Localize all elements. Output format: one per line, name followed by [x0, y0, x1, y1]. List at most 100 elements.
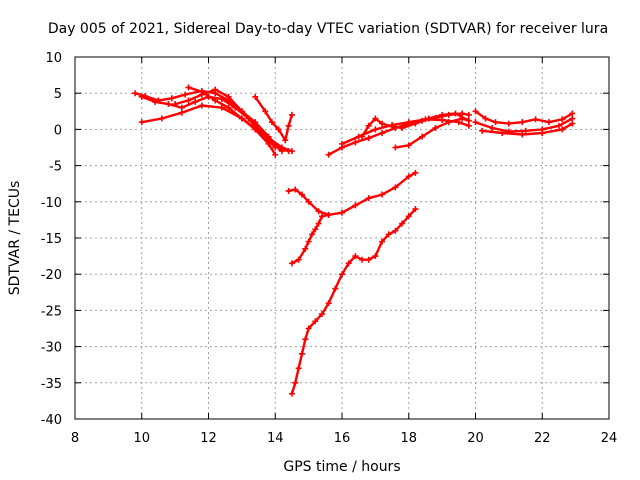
data-point [405, 142, 412, 149]
series-arc-6 [252, 93, 295, 144]
data-point [288, 390, 295, 397]
data-point [445, 119, 452, 126]
data-point [569, 120, 576, 127]
data-point [339, 271, 345, 278]
data-point [138, 93, 145, 100]
data-point [569, 115, 576, 122]
data-point [158, 115, 165, 122]
data-point [305, 198, 312, 205]
data-point [302, 245, 309, 252]
data-point [519, 119, 526, 126]
data-point [519, 131, 526, 138]
data-point [312, 226, 319, 233]
data-point [465, 117, 472, 124]
data-point [252, 93, 259, 100]
data-point [492, 119, 499, 126]
data-point [479, 127, 486, 134]
y-tick-label: -30 [41, 341, 62, 356]
series-arc-12 [472, 115, 576, 135]
data-point [182, 91, 189, 98]
data-point [392, 227, 399, 234]
data-point [399, 124, 406, 131]
series-arc-11 [472, 108, 576, 127]
data-point [198, 102, 205, 109]
data-point [522, 127, 529, 134]
data-point [218, 95, 225, 102]
data-point [505, 120, 512, 127]
data-point [559, 126, 566, 133]
x-tick-label: 24 [601, 431, 618, 446]
series-line [187, 86, 277, 156]
y-tick-label: -20 [41, 268, 62, 283]
data-point [298, 350, 305, 357]
data-point [452, 110, 459, 117]
data-point [165, 101, 172, 108]
series-line [287, 171, 417, 217]
y-tick-label: -35 [41, 377, 62, 392]
series-arc-14 [285, 169, 419, 218]
data-point [295, 365, 302, 372]
data-point [489, 124, 496, 131]
series-line [290, 207, 417, 395]
data-point [218, 104, 225, 111]
data-point [365, 256, 372, 263]
data-point [332, 285, 339, 292]
data-point [198, 88, 205, 95]
data-point [185, 84, 192, 91]
data-point [318, 213, 325, 220]
data-point [465, 111, 472, 118]
data-point [439, 111, 446, 118]
data-point [372, 253, 379, 260]
data-point [559, 116, 566, 123]
data-point [285, 187, 292, 194]
x-tick-label: 10 [133, 431, 150, 446]
data-point [412, 206, 419, 213]
y-tick-label: -40 [41, 413, 62, 428]
data-point [288, 260, 295, 267]
data-point [385, 231, 392, 238]
data-point [405, 173, 412, 180]
data-point [192, 98, 199, 105]
data-point [399, 220, 406, 227]
data-point [212, 97, 219, 104]
chart-title: Day 005 of 2021, Sidereal Day-to-day VTE… [48, 21, 608, 37]
data-point [379, 238, 386, 245]
data-point [308, 231, 315, 238]
data-point [312, 318, 319, 325]
y-tick-label: 5 [54, 87, 62, 102]
data-point [178, 104, 185, 111]
data-point [268, 119, 275, 126]
data-point [472, 108, 479, 115]
data-point [359, 133, 366, 140]
x-tick-label: 14 [267, 431, 284, 446]
data-point [305, 325, 312, 332]
data-point [532, 116, 539, 123]
y-tick-label: -10 [41, 196, 62, 211]
data-point [285, 122, 292, 129]
data-point [359, 256, 366, 263]
data-point [352, 139, 359, 146]
data-point [178, 109, 185, 116]
data-point [298, 191, 305, 198]
data-point [288, 111, 295, 118]
data-point [315, 208, 322, 215]
axis-ticks: 8 10 12 14 16 18 20 22 24 10 5 0 -5 -10 -15 -20 -25 -30 -3… [41, 51, 618, 446]
data-point [345, 260, 352, 267]
data-point [405, 213, 412, 220]
data-point [352, 202, 359, 209]
y-axis-label: SDTVAR / TECUs [7, 181, 23, 296]
data-point [555, 122, 562, 129]
y-tick-label: -15 [41, 232, 62, 247]
y-tick-label: -5 [49, 160, 62, 175]
data-point [185, 97, 192, 104]
data-point [258, 130, 265, 137]
y-tick-label: 0 [54, 123, 62, 138]
x-tick-label: 22 [534, 431, 551, 446]
data-point [292, 379, 299, 386]
data-point [132, 90, 139, 97]
data-point [392, 184, 399, 191]
data-point [325, 211, 332, 218]
data-point [569, 110, 576, 117]
data-point [365, 135, 372, 142]
data-point [265, 140, 272, 147]
